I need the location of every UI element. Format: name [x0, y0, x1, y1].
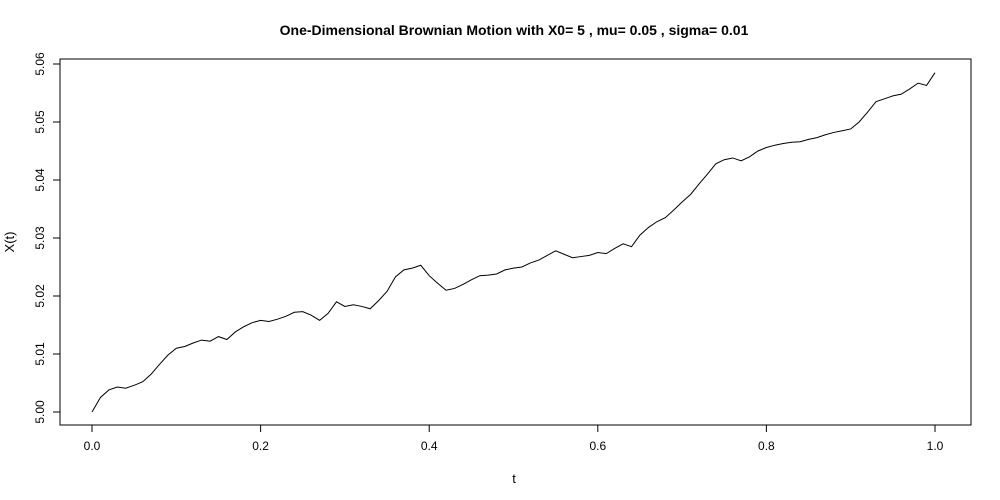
x-tick-label: 0.2 [252, 439, 269, 453]
y-tick-label: 5.00 [33, 400, 47, 424]
y-axis: 5.00 5.01 5.02 5.03 5.04 5.05 5.06 [33, 52, 61, 424]
y-tick-label: 5.03 [33, 226, 47, 250]
y-tick-label: 5.05 [33, 110, 47, 134]
x-tick-label: 1.0 [927, 439, 944, 453]
y-tick-label: 5.02 [33, 284, 47, 308]
x-tick-label: 0.6 [589, 439, 606, 453]
x-axis-label: t [512, 471, 516, 486]
y-tick-label: 5.01 [33, 342, 47, 366]
x-tick-label: 0.8 [758, 439, 775, 453]
x-tick-label: 0.0 [84, 439, 101, 453]
x-axis: 0.0 0.2 0.4 0.6 0.8 1.0 [84, 424, 944, 453]
series-layer [91, 72, 936, 413]
y-tick-label: 5.06 [33, 52, 47, 76]
y-axis-label: X(t) [2, 232, 17, 253]
x-tick-label: 0.4 [421, 439, 438, 453]
series-line [91, 72, 936, 413]
y-tick-label: 5.04 [33, 168, 47, 192]
chart-title: One-Dimensional Brownian Motion with X0=… [280, 22, 749, 38]
plot-frame [59, 58, 972, 426]
